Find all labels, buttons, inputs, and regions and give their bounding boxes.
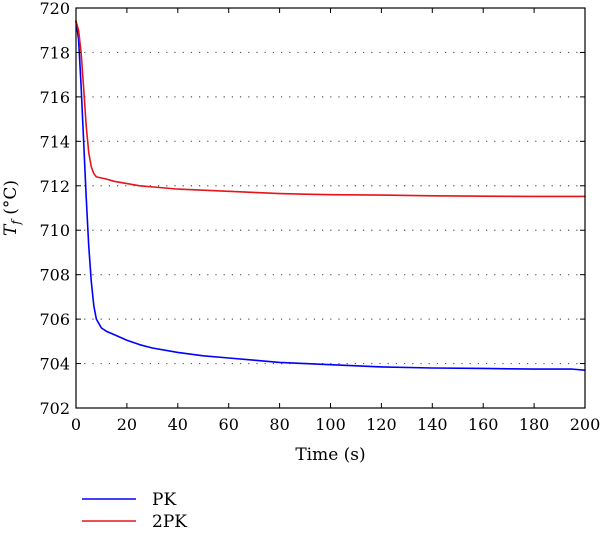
y-tick-label-716: 716	[39, 88, 70, 107]
legend-label-2pk: 2PK	[152, 512, 187, 529]
y-axis-title-unit: (°C)	[1, 180, 21, 220]
series-line-2pk	[75, 20, 586, 198]
x-tick-label-0: 0	[71, 415, 81, 434]
y-tick-label-710: 710	[39, 221, 70, 240]
x-tick-label-160: 160	[468, 415, 499, 434]
grid-lines	[76, 51, 585, 365]
x-tick-label-80: 80	[269, 415, 289, 434]
axis-tick-labels: 0 20 40 60 80 100 120 140 160 180 200 702 704 706 708 7…	[39, 0, 600, 434]
x-tick-label-40: 40	[168, 415, 188, 434]
series-line-pk	[75, 20, 586, 372]
y-tick-label-712: 712	[39, 177, 70, 196]
x-tick-label-180: 180	[519, 415, 550, 434]
x-tick-label-60: 60	[219, 415, 239, 434]
legend-label-pk: PK	[152, 490, 176, 510]
series-lines	[75, 20, 586, 372]
y-tick-label-702: 702	[39, 399, 70, 418]
x-tick-label-120: 120	[366, 415, 397, 434]
x-tick-label-140: 140	[417, 415, 448, 434]
y-axis-title: Tf (°C)	[1, 180, 23, 236]
x-tick-label-100: 100	[315, 415, 346, 434]
y-tick-label-718: 718	[39, 43, 70, 62]
x-axis-title: Time (s)	[295, 445, 365, 465]
y-tick-label-704: 704	[39, 355, 70, 374]
y-axis-title-subscript: f	[9, 218, 23, 226]
x-tick-label-20: 20	[117, 415, 137, 434]
y-tick-label-706: 706	[39, 310, 70, 329]
y-tick-label-720: 720	[39, 0, 70, 18]
y-tick-label-714: 714	[39, 132, 70, 151]
x-tick-label-200: 200	[570, 415, 600, 434]
y-tick-label-708: 708	[39, 266, 70, 285]
axis-ticks	[75, 7, 586, 409]
y-axis-title-symbol: T	[1, 223, 21, 236]
legend: PK 2PK	[82, 490, 187, 532]
